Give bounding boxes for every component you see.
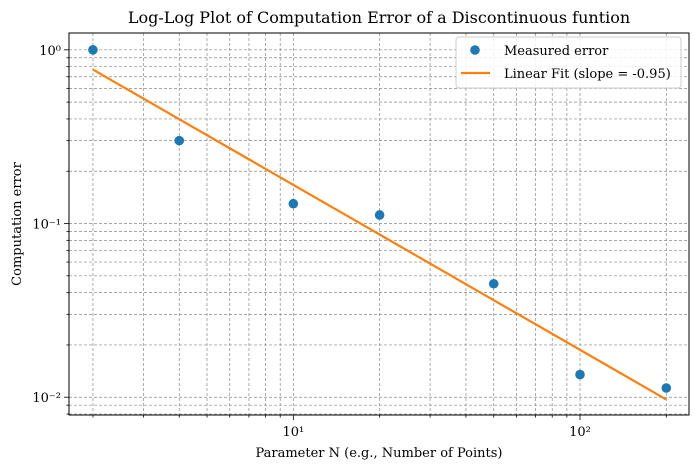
- chart-title: Log-Log Plot of Computation Error of a D…: [128, 8, 630, 27]
- x-tick-label: 10¹: [282, 425, 304, 440]
- x-tick-label: 10²: [569, 425, 591, 440]
- legend-marker-measured: [470, 45, 480, 55]
- data-point: [288, 198, 299, 209]
- y-tick-label: 10⁰: [39, 44, 61, 59]
- plot-frame: [68, 32, 690, 416]
- y-tick-label: 10⁻²: [32, 391, 61, 406]
- legend-label-fit: Linear Fit (slope = -0.95): [504, 67, 671, 82]
- x-axis-label: Parameter N (e.g., Number of Points): [255, 446, 502, 461]
- grid: [69, 33, 689, 415]
- plot-marks: [88, 45, 672, 401]
- fit-line: [92, 68, 667, 401]
- data-point: [575, 369, 585, 380]
- data-point: [374, 210, 385, 220]
- data-point: [661, 383, 672, 393]
- y-axis-label: Computation error: [10, 161, 25, 285]
- y-tick-label: 10⁻¹: [32, 218, 61, 233]
- data-point: [88, 45, 98, 55]
- axis-ticks: 10¹ 10² 10⁻² 10⁻¹ 10⁰: [32, 44, 667, 440]
- legend: Measured error Linear Fit (slope = -0.95): [455, 36, 682, 89]
- data-point: [174, 135, 185, 146]
- legend-box: [455, 36, 682, 89]
- data-point: [488, 278, 499, 289]
- legend-label-measured: Measured error: [504, 44, 609, 59]
